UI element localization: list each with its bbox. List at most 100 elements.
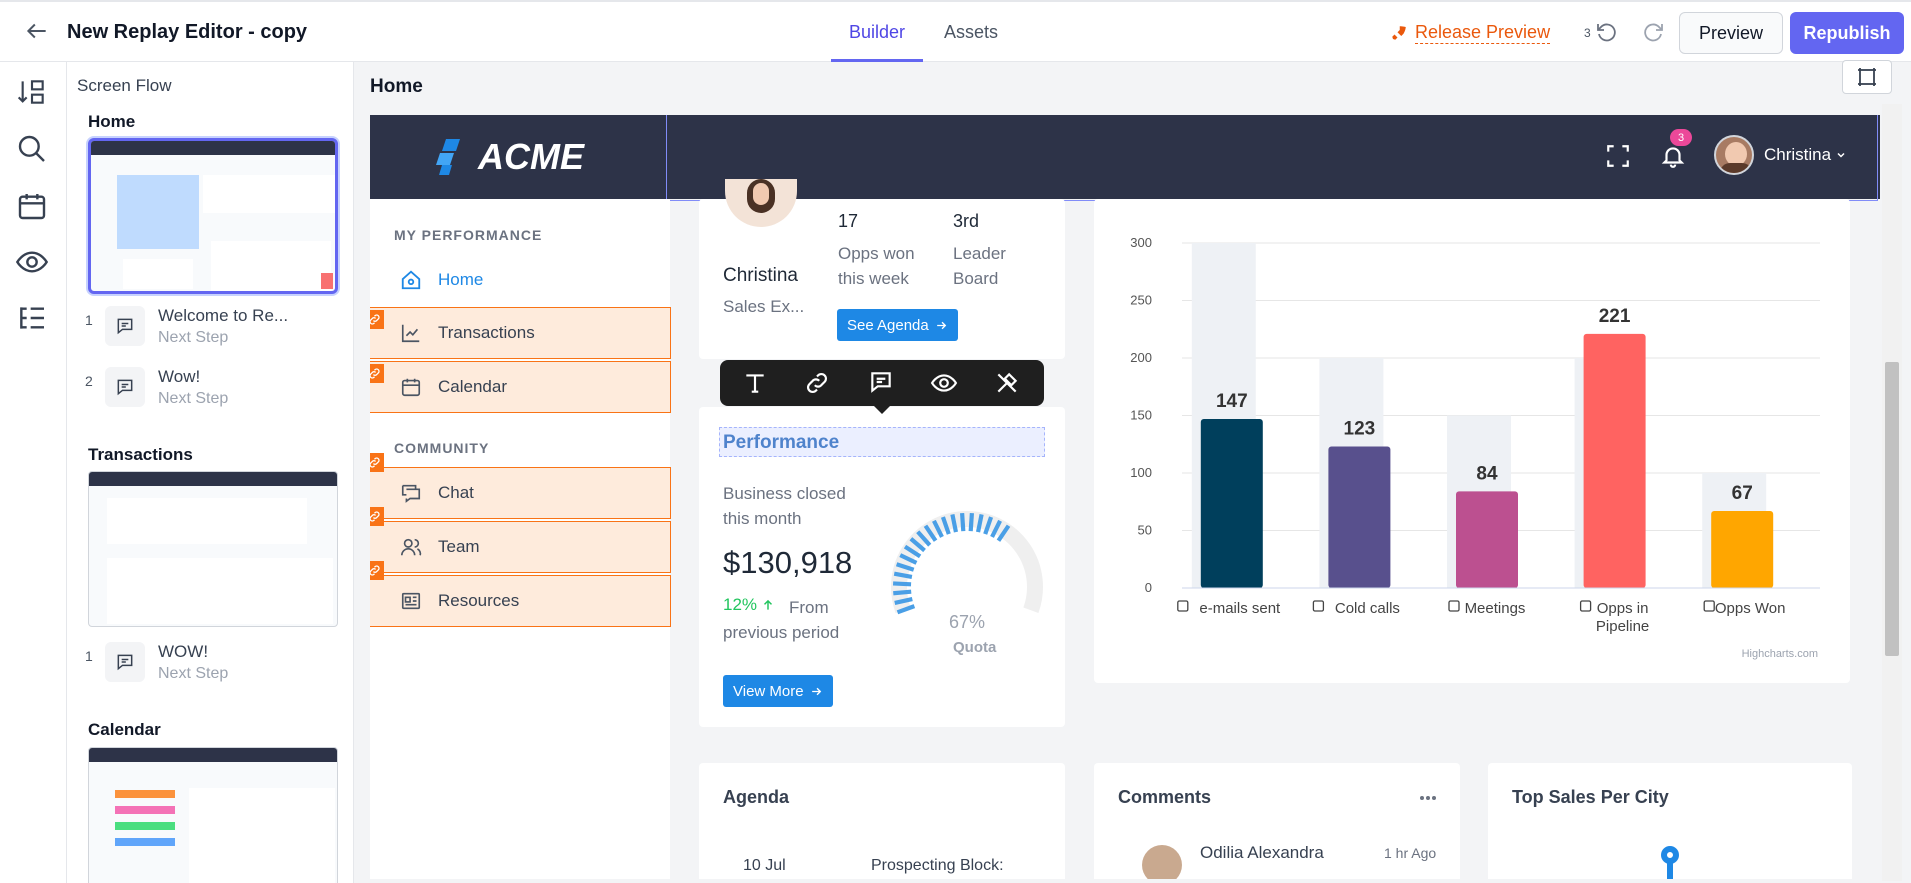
y-tick-label: 300 [1130, 235, 1152, 250]
gauge-tick [909, 537, 926, 553]
performance-title: Performance [723, 432, 840, 453]
bar[interactable] [1328, 446, 1391, 588]
bar[interactable] [1583, 333, 1646, 588]
rocket-icon [1390, 24, 1408, 42]
y-tick-label: 250 [1130, 293, 1152, 308]
comment-author: Odilia Alexandra [1200, 843, 1324, 862]
agenda-card: Agenda 10 Jul Prospecting Block: [699, 763, 1065, 879]
agenda-date: 10 Jul [743, 857, 786, 874]
comment-time: 1 hr Ago [1384, 845, 1437, 861]
hotspot-highlight[interactable] [370, 521, 671, 573]
x-tick-label: Meetings [1465, 600, 1526, 617]
gauge-tick [916, 530, 932, 547]
hotspot-highlight[interactable] [370, 361, 671, 413]
gauge-label: Quota [953, 639, 997, 656]
sidebar-item-home[interactable]: Home [370, 253, 670, 307]
release-preview-link[interactable]: Release Preview [1390, 20, 1551, 46]
flow-step[interactable]: 2 Wow! Next Step [85, 367, 345, 413]
comment-icon [105, 367, 145, 407]
flow-step[interactable]: 1 WOW! Next Step [85, 642, 345, 688]
bar-value-label: 147 [1216, 391, 1248, 412]
screen-thumbnail-calendar[interactable] [88, 747, 338, 883]
undo-icon[interactable] [1594, 20, 1618, 44]
sidebar-item-team[interactable]: Team [370, 520, 670, 574]
x-tick-label: e-mails sent [1199, 600, 1281, 617]
screen-flow-title: Screen Flow [77, 76, 172, 95]
element-selection-frame[interactable] [666, 115, 1878, 201]
comment-tool-icon[interactable] [868, 369, 894, 395]
back-arrow-icon[interactable] [24, 18, 50, 44]
redo-icon[interactable] [1642, 20, 1666, 44]
screen-thumbnail-transactions[interactable] [88, 471, 338, 627]
gauge-tick [894, 596, 913, 605]
sidebar-item-label: Chat [438, 483, 474, 502]
sidebar-item-calendar[interactable]: Calendar [370, 360, 670, 414]
hotspot-highlight[interactable] [370, 575, 671, 627]
link-icon [370, 453, 384, 472]
sidebar-item-transactions[interactable]: Transactions [370, 306, 670, 360]
step-title: Welcome to Re... [158, 306, 289, 325]
tab-assets[interactable]: Assets [930, 2, 1010, 62]
flow-step[interactable]: 1 Welcome to Re... Next Step [85, 306, 345, 352]
calendar-icon[interactable] [16, 190, 50, 224]
top-bar: New Replay Editor - copy Builder Assets … [0, 0, 1911, 62]
bar[interactable] [1711, 510, 1774, 588]
visibility-tool-icon[interactable] [930, 370, 958, 396]
change-label: From previous period [723, 598, 840, 642]
x-tick-label: Opps in [1597, 600, 1649, 617]
screen-thumbnail-home[interactable] [88, 138, 338, 294]
comments-title: Comments [1118, 787, 1212, 807]
search-icon[interactable] [16, 133, 50, 167]
sidebar-item-resources[interactable]: Resources [370, 574, 670, 628]
gauge-tick [990, 519, 1002, 538]
sidebar-item-chat[interactable]: Chat [370, 466, 670, 520]
blur-tool-icon[interactable] [994, 370, 1020, 396]
profile-role: Sales Ex... [723, 297, 805, 316]
section-title-calendar: Calendar [88, 720, 161, 739]
y-tick-label: 200 [1130, 350, 1152, 365]
sidebar-item-label: Calendar [438, 377, 507, 396]
tree-list-icon[interactable] [16, 302, 50, 336]
change-percent: 12% [723, 595, 775, 615]
bar[interactable] [1456, 491, 1518, 588]
arrow-right-icon [810, 685, 823, 698]
bell-icon[interactable] [1660, 143, 1686, 169]
y-tick-label: 100 [1130, 465, 1152, 480]
app-sidebar: MY PERFORMANCE Home Transactions Calenda… [370, 199, 671, 879]
frame-toggle-button[interactable] [1842, 60, 1892, 94]
user-menu[interactable]: Christina [1764, 145, 1847, 165]
hotspot-highlight[interactable] [370, 307, 671, 359]
step-number: 2 [85, 373, 93, 389]
more-options-icon[interactable] [1418, 793, 1438, 803]
acme-logo-text: ACME [478, 136, 584, 177]
canvas-scrollbar[interactable] [1882, 104, 1902, 881]
gauge-tick [903, 544, 922, 559]
activity-chart-card: 0 50 100 150 200 250 300 147 123 84 221 67 e-mails s… [1094, 199, 1850, 683]
step-title: Wow! [158, 367, 201, 386]
step-subtitle: Next Step [158, 390, 229, 407]
fullscreen-icon[interactable] [1605, 143, 1631, 169]
preview-button[interactable]: Preview [1679, 12, 1783, 54]
activity-bar-chart: 0 50 100 150 200 250 300 147 123 84 221 67 e-mails s… [1130, 235, 1820, 635]
text-tool-icon[interactable] [742, 370, 768, 396]
gauge-tick [960, 513, 966, 532]
section-title-transactions: Transactions [88, 445, 193, 464]
comments-card: Comments Odilia Alexandra 1 hr Ago [1094, 763, 1460, 879]
change-percent-value: 12% [723, 595, 758, 614]
undo-count: 3 [1584, 26, 1591, 40]
link-tool-icon[interactable] [804, 370, 830, 396]
hotspot-highlight[interactable] [370, 467, 671, 519]
eye-icon[interactable] [16, 246, 50, 280]
gauge-tick [895, 562, 915, 572]
republish-button[interactable]: Republish [1790, 12, 1904, 54]
sort-icon[interactable] [16, 76, 50, 110]
performance-title-selection[interactable] [719, 427, 1045, 457]
bar-value-label: 67 [1732, 483, 1753, 504]
gauge-tick [923, 524, 938, 542]
avatar[interactable] [1714, 135, 1754, 175]
see-agenda-button[interactable]: See Agenda [837, 309, 958, 341]
bar[interactable] [1200, 418, 1263, 588]
link-icon [370, 310, 384, 329]
tab-builder[interactable]: Builder [831, 2, 923, 62]
view-more-button[interactable]: View More [723, 675, 833, 707]
